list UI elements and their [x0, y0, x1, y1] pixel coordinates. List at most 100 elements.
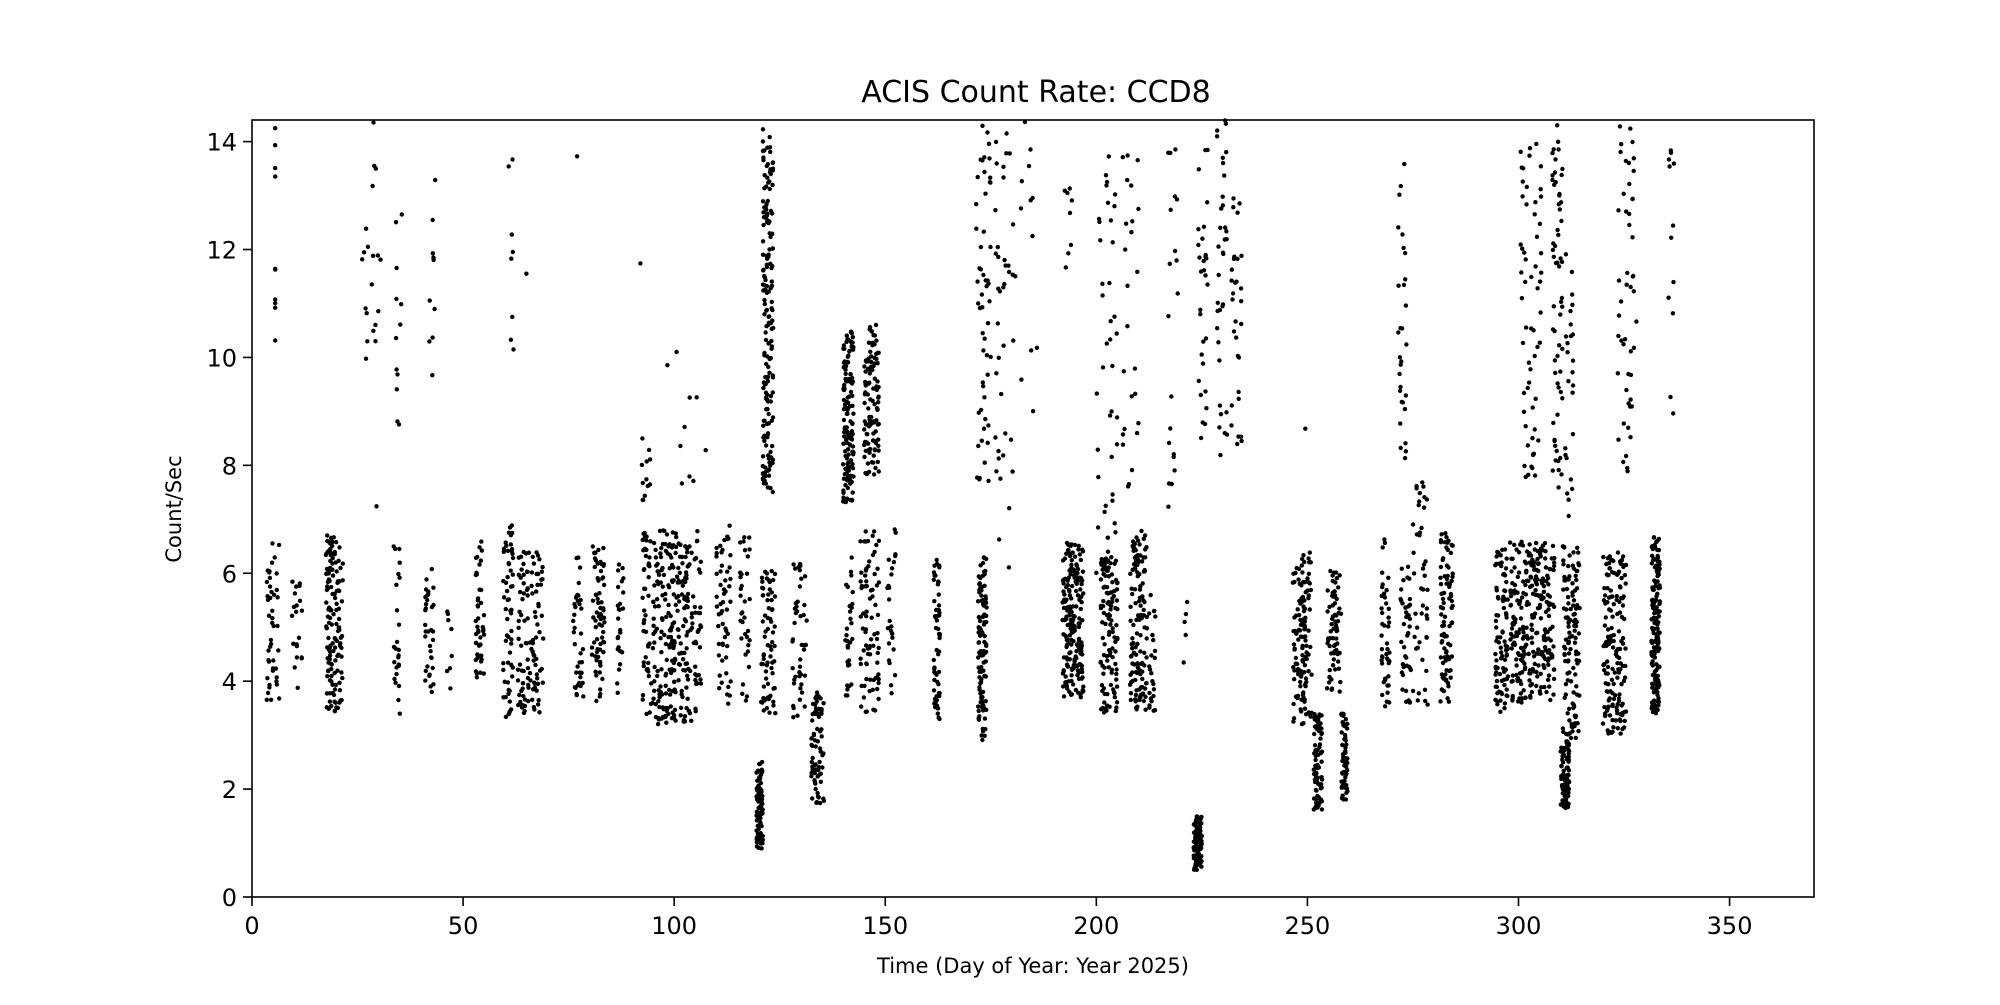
data-point: [976, 301, 981, 306]
data-point: [842, 499, 847, 504]
data-point: [505, 548, 511, 553]
data-point: [656, 581, 661, 587]
y-tick-label: 6: [222, 560, 237, 588]
data-point: [993, 251, 998, 256]
data-point: [763, 629, 768, 634]
data-point: [1319, 759, 1324, 764]
data-point: [754, 813, 759, 818]
data-point: [1231, 205, 1236, 210]
data-point: [1551, 676, 1557, 682]
data-point: [714, 545, 719, 551]
data-point: [842, 429, 847, 435]
data-point: [1568, 477, 1574, 482]
data-point: [1127, 682, 1133, 687]
data-point: [1537, 279, 1543, 284]
data-point: [1296, 577, 1301, 582]
data-point: [1402, 161, 1407, 167]
data-point: [873, 429, 878, 434]
data-point: [1417, 533, 1422, 538]
data-point: [337, 688, 343, 693]
data-point: [510, 555, 516, 561]
data-point: [745, 554, 750, 559]
data-point: [646, 593, 651, 598]
data-point: [481, 613, 487, 618]
data-point: [1334, 636, 1339, 641]
data-point: [504, 588, 510, 594]
data-point: [984, 353, 990, 358]
data-point: [1327, 667, 1333, 673]
data-point: [1551, 692, 1556, 697]
data-point: [1102, 700, 1107, 705]
data-point: [594, 673, 599, 678]
data-point: [1563, 637, 1569, 642]
data-point: [1656, 630, 1661, 635]
data-point: [714, 604, 720, 609]
data-point: [640, 436, 645, 441]
data-point: [843, 466, 848, 471]
data-point: [1563, 692, 1569, 697]
data-point: [1142, 650, 1147, 655]
data-point: [1234, 335, 1239, 340]
data-point: [325, 579, 331, 585]
data-point: [1114, 705, 1119, 710]
data-point: [334, 705, 339, 710]
data-point: [1166, 504, 1171, 509]
data-point: [1505, 646, 1510, 652]
data-point: [1546, 673, 1552, 678]
data-point: [874, 338, 879, 343]
data-point: [849, 498, 855, 503]
data-point: [850, 403, 855, 408]
data-point: [798, 657, 803, 662]
data-point: [1069, 678, 1074, 684]
data-point: [1508, 602, 1514, 608]
data-point: [1608, 608, 1614, 613]
data-point: [760, 700, 765, 705]
data-point: [720, 641, 725, 646]
data-point: [667, 566, 672, 571]
data-point: [1529, 682, 1535, 687]
data-point: [1670, 311, 1676, 316]
data-point: [1295, 661, 1300, 667]
data-point: [765, 643, 770, 648]
data-point: [1572, 640, 1578, 645]
data-point: [996, 286, 1001, 291]
data-point: [655, 668, 660, 674]
data-point: [595, 596, 600, 602]
data-point: [1074, 656, 1079, 661]
data-point: [1609, 625, 1614, 631]
data-point: [760, 239, 766, 244]
data-point: [681, 578, 686, 583]
data-point: [1123, 247, 1128, 252]
data-point: [526, 682, 531, 688]
data-point: [601, 582, 607, 588]
data-point: [1381, 591, 1387, 596]
data-point: [1562, 652, 1567, 658]
data-point: [1074, 604, 1079, 609]
data-point: [1528, 367, 1533, 372]
data-point: [759, 807, 765, 812]
data-point: [1108, 337, 1113, 342]
data-point: [983, 191, 988, 196]
data-point: [769, 665, 774, 671]
data-point: [724, 671, 729, 676]
data-point: [507, 699, 512, 704]
data-point: [760, 619, 765, 624]
data-point: [655, 673, 660, 679]
data-point: [984, 643, 989, 648]
data-point: [987, 180, 993, 185]
data-point: [1218, 452, 1223, 458]
data-point: [1519, 700, 1524, 705]
data-point: [474, 572, 479, 577]
data-point: [1449, 542, 1454, 548]
data-point: [1101, 652, 1107, 658]
data-point: [1616, 667, 1621, 672]
data-point: [727, 565, 732, 570]
data-point: [850, 421, 855, 426]
data-point: [1652, 611, 1657, 616]
data-point: [1151, 708, 1156, 713]
data-point: [1061, 581, 1066, 586]
data-point: [1138, 633, 1143, 638]
data-point: [763, 330, 768, 335]
data-point: [1072, 554, 1078, 559]
data-point: [659, 667, 664, 672]
